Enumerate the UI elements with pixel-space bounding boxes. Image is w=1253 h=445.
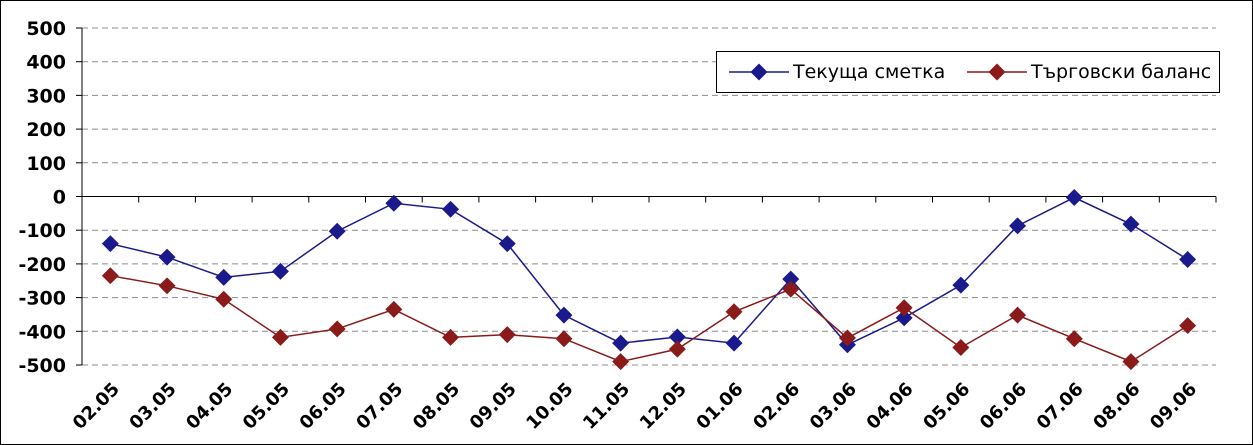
x-tick-label: 02.06 [749,379,804,434]
y-tick-label: 100 [26,153,66,175]
x-tick-label: 04.05 [182,379,237,434]
x-tick-label: 02.05 [69,379,124,434]
data-point [895,299,913,317]
legend-label-trade-balance: Търговски баланс [1031,61,1212,83]
data-point [271,262,289,280]
data-point [952,276,970,294]
data-point [498,326,516,344]
data-point [668,328,686,346]
data-point [1065,189,1083,206]
x-tick-label: 03.06 [806,379,861,434]
data-point [328,222,346,240]
x-tick-labels: 02.05 03.05 04.05 05.05 06.05 07.05 08.05 09.05… [69,379,1201,434]
data-point [1122,353,1140,371]
y-tick-labels: 500 400 300 200 100 0 -100 -200 -300 -400 -500 [18,18,66,377]
y-tick-label: -400 [18,321,66,343]
series-1 [101,267,1197,371]
y-tick-label: -300 [18,288,66,310]
data-point [215,290,233,308]
data-point [385,300,403,318]
data-point [838,329,856,347]
x-tick-label: 03.05 [125,379,180,434]
legend: Текуща сметка Търговски баланс [716,51,1220,93]
x-tick-label: 08.06 [1089,379,1144,434]
data-point [271,328,289,346]
data-point [1009,217,1027,235]
x-tick-label: 04.06 [863,379,918,434]
x-tick-label: 07.06 [1033,379,1088,434]
legend-entry-current-account: Текуща сметка [729,52,945,92]
legend-entry-trade-balance: Търговски баланс [967,52,1211,92]
y-tick-label: 300 [26,85,66,107]
data-point [101,267,119,285]
axes [76,27,1217,366]
x-tick-label: 09.06 [1146,379,1201,434]
y-tick-label: 400 [26,52,66,74]
x-tick-label: 12.05 [636,379,691,434]
data-point [612,334,630,352]
legend-swatch-trade-balance [967,63,1027,81]
data-point [215,268,233,286]
x-tick-label: 11.05 [579,379,634,434]
data-point [612,353,630,371]
x-tick-label: 10.05 [522,379,577,434]
data-point [555,330,573,348]
data-point [668,340,686,358]
y-tick-label: -500 [18,355,66,377]
data-point [101,235,119,253]
legend-marker-trade-balance [988,63,1006,81]
x-tick-label: 05.06 [919,379,974,434]
y-tick-label: 200 [26,119,66,141]
data-point [385,194,403,212]
legend-label-current-account: Текуща сметка [793,61,946,83]
data-point [1179,251,1197,269]
x-tick-label: 09.05 [466,379,521,434]
series-line [110,196,1189,346]
data-point [158,248,176,266]
data-point [1065,330,1083,348]
data-point [555,306,573,324]
series-0 [101,189,1197,354]
x-tick-label: 05.05 [239,379,294,434]
data-point [782,270,800,288]
x-tick-label: 06.06 [976,379,1031,434]
series [101,189,1197,371]
data-point [952,338,970,356]
data-point [442,200,460,218]
data-point [328,320,346,338]
data-point [498,235,516,253]
legend-swatch-current-account [729,63,789,81]
y-tick-label: -100 [18,220,66,242]
y-tick-label: 500 [26,18,66,40]
data-point [158,277,176,295]
y-tick-label: -200 [18,254,66,276]
x-tick-label: 06.05 [296,379,351,434]
data-point [895,309,913,327]
x-tick-label: 01.06 [692,379,747,434]
x-tick-label: 07.05 [352,379,407,434]
x-tick-label: 08.05 [409,379,464,434]
data-point [725,303,743,321]
data-point [782,280,800,298]
series-line [110,274,1189,363]
data-point [725,334,743,352]
data-point [442,328,460,346]
y-tick-label: 0 [53,187,66,209]
data-point [1009,306,1027,324]
legend-marker-current-account [750,63,768,81]
